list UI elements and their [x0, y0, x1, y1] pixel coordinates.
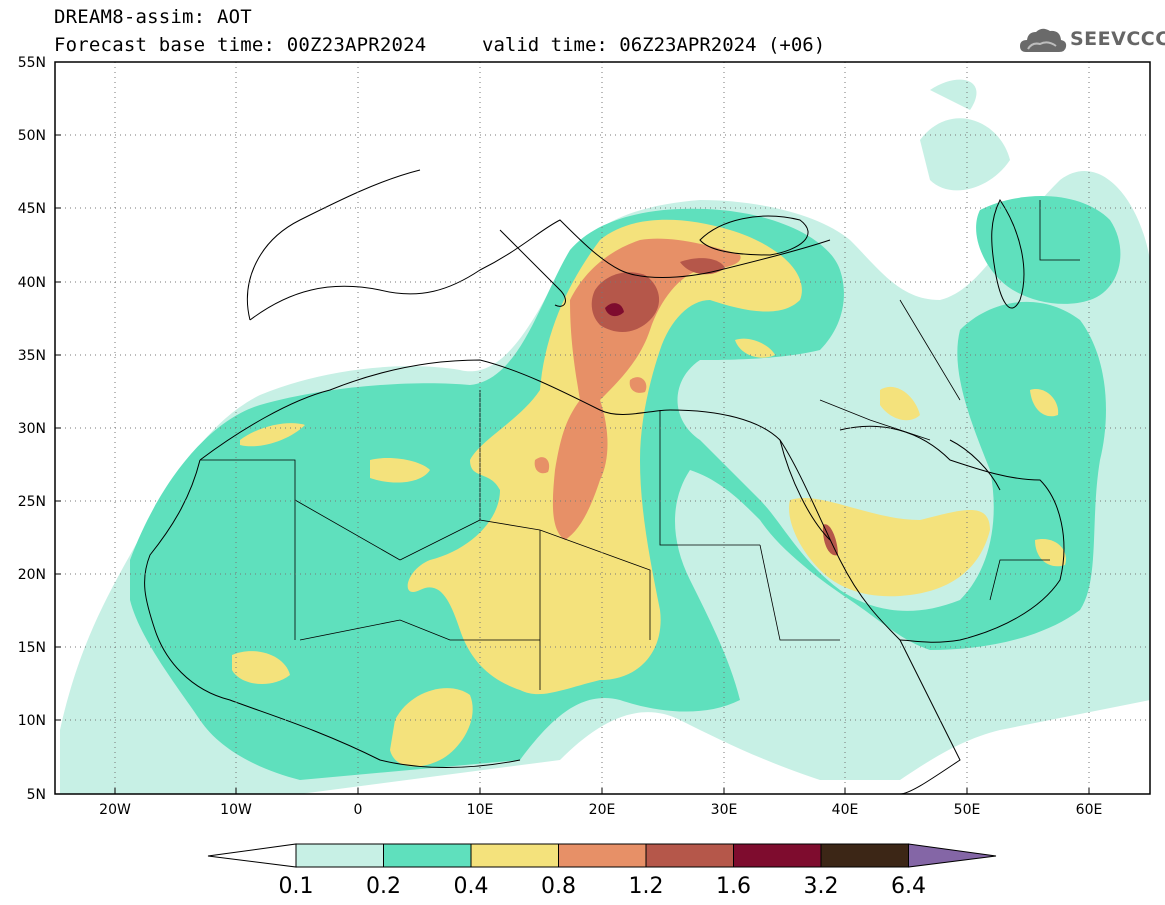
tick-marks — [55, 61, 1090, 795]
forecast-base-time: Forecast base time: 00Z23APR2024 — [54, 34, 427, 56]
colorbar-swatch-4 — [558, 843, 647, 868]
latitude-labels: 55N 50N 45N 40N 35N 30N 25N 20N 15N 10N … — [18, 55, 46, 803]
colorbar-label-0-8: 0.8 — [541, 874, 576, 899]
lat-label-55n: 55N — [18, 55, 46, 71]
colorbar-low-arrow — [207, 843, 297, 868]
grid-lines — [55, 62, 1150, 794]
lat-label-40n: 40N — [18, 275, 46, 291]
lat-label-10n: 10N — [18, 713, 46, 729]
lat-label-30n: 30N — [18, 421, 46, 437]
colorbar-swatch-2 — [383, 843, 472, 868]
valid-time: valid time: 06Z23APR2024 (+06) — [482, 34, 826, 56]
lat-label-50n: 50N — [18, 128, 46, 144]
colorbar-label-6-4: 6.4 — [891, 874, 926, 899]
colorbar-swatch-6 — [733, 843, 822, 868]
aot-layer-1-6 — [605, 303, 624, 317]
lon-label-10e: 10E — [467, 802, 494, 818]
colorbar-labels: 0.1 0.2 0.4 0.8 1.2 1.6 3.2 6.4 — [279, 874, 927, 899]
lon-label-60e: 60E — [1076, 802, 1103, 818]
lat-label-25n: 25N — [18, 494, 46, 510]
map-title: DREAM8-assim: AOT — [54, 6, 252, 28]
lon-label-20w: 20W — [99, 802, 131, 818]
lat-label-15n: 15N — [18, 640, 46, 656]
colorbar-label-1-2: 1.2 — [629, 874, 664, 899]
lon-label-30e: 30E — [711, 802, 738, 818]
colorbar-swatch-1 — [295, 843, 384, 868]
lon-label-0: 0 — [354, 802, 363, 818]
longitude-labels: 20W 10W 0 10E 20E 30E 40E 50E 60E — [99, 802, 1102, 818]
colorbar-swatch-7 — [820, 843, 909, 868]
colorbar-swatch-5 — [645, 843, 734, 868]
colorbar-high-arrow — [908, 843, 997, 868]
colorbar-swatch-3 — [470, 843, 559, 868]
colorbar — [207, 843, 997, 868]
lon-label-20e: 20E — [589, 802, 616, 818]
colorbar-label-0-2: 0.2 — [366, 874, 401, 899]
lat-label-20n: 20N — [18, 567, 46, 583]
lat-label-5n: 5N — [27, 787, 46, 803]
lat-label-45n: 45N — [18, 201, 46, 217]
colorbar-label-0-4: 0.4 — [454, 874, 489, 899]
lat-label-35n: 35N — [18, 348, 46, 364]
logo-text: SEEVCCC — [1070, 28, 1165, 50]
lon-label-10w: 10W — [220, 802, 252, 818]
country-borders — [200, 200, 1080, 690]
coastlines — [144, 169, 1065, 794]
colorbar-label-1-6: 1.6 — [716, 874, 751, 899]
cloud-logo-icon — [1020, 28, 1067, 52]
lon-label-40e: 40E — [832, 802, 859, 818]
lon-label-50e: 50E — [954, 802, 981, 818]
colorbar-label-0-1: 0.1 — [279, 874, 314, 899]
seevccc-logo: SEEVCCC — [1018, 22, 1165, 58]
colorbar-label-3-2: 3.2 — [804, 874, 839, 899]
